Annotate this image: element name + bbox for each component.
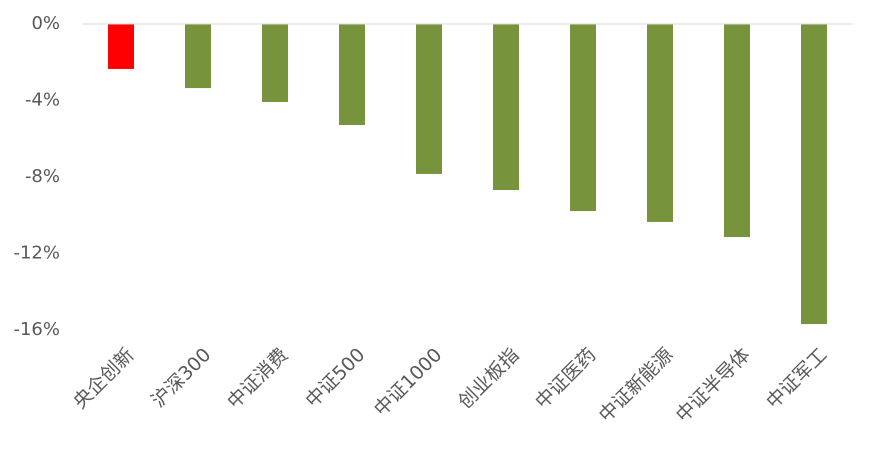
bar [339,24,365,125]
x-tick-label: 中证新能源 [595,344,678,427]
bar [801,24,827,325]
x-tick-label: 央企创新 [69,344,138,413]
x-tick-label: 创业板指 [454,344,523,413]
bar [262,24,288,103]
x-tick-label: 中证医药 [531,344,600,413]
x-tick-label: 沪深300 [147,344,215,412]
bar [493,24,519,191]
y-tick-label: 0% [31,13,60,34]
x-tick-label: 中证1000 [370,344,447,421]
x-tick-label: 中证500 [301,344,369,412]
bar [724,24,750,238]
x-tick-label: 中证半导体 [672,344,755,427]
y-tick-label: -4% [25,90,60,111]
x-tick-label: 中证军工 [762,344,831,413]
bar [185,24,211,89]
y-tick-label: -12% [13,243,60,264]
bar [416,24,442,174]
x-tick-label: 中证消费 [223,344,292,413]
bar [570,24,596,212]
y-tick-label: -16% [13,319,60,340]
bar [108,24,134,69]
bar [647,24,673,222]
y-tick-label: -8% [25,166,60,187]
